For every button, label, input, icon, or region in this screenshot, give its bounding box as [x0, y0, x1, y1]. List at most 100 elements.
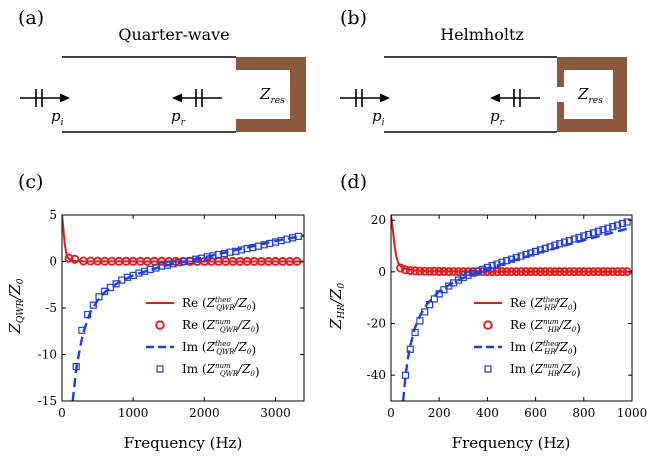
reflected-wave-arrow — [172, 89, 222, 107]
series-re-num-point — [550, 267, 560, 277]
y-tick-label: -5 — [45, 301, 57, 315]
y-axis-label: ZHR/Z0 — [327, 283, 347, 331]
series-im-num-point — [464, 271, 472, 279]
x-tick-label: 1000 — [118, 406, 149, 420]
series-re-theo-line — [62, 215, 304, 263]
legend-entry-label: Re (Ztheo QWR/Z0) — [182, 296, 256, 313]
x-tick-label: 200 — [428, 406, 451, 420]
series-re-num-point — [453, 267, 463, 277]
series-im-num-point — [512, 254, 520, 262]
series-im-num-point — [411, 328, 419, 337]
reflected-wave-arrow — [490, 89, 540, 107]
series-im-num-point — [517, 252, 525, 260]
impedance-label: Zres — [259, 85, 285, 106]
legend-entry-label: Re (Ztheo HR/Z0) — [510, 296, 577, 313]
series-im-num-point — [435, 290, 443, 298]
panel-label-d: (d) — [340, 171, 367, 193]
series-im-num-point — [546, 243, 554, 251]
series-re-num-point — [458, 267, 468, 277]
series-im-num-point — [599, 226, 607, 234]
series-re-num-point — [405, 265, 415, 275]
series-im-num-point — [498, 258, 506, 266]
chart-qwr-impedance: ZQWR/Z0 Frequency (Hz) 0 1000 2000 3000 5 0 -5… — [6, 208, 305, 452]
series-re-num-point — [439, 266, 449, 276]
legend: Re (Ztheo QWR/Z0) Re (Znum QWR/Z0) Im (Ztheo… — [140, 289, 300, 387]
plot-frame — [390, 214, 633, 402]
series-re-num-point — [588, 267, 598, 277]
series-im-num-point — [589, 229, 598, 237]
series-re-num-point — [420, 266, 430, 276]
series-im-num-point — [575, 233, 583, 242]
series-re-num-point — [511, 267, 521, 277]
x-tick-label: 0 — [387, 406, 395, 420]
legend-entry-label: Re (Znum QWR/Z0) — [182, 318, 260, 335]
series-re-num-point — [603, 267, 613, 277]
legend-entry-label: Im (Znum QWR/Z0) — [182, 362, 260, 379]
series-im-num-point — [565, 237, 573, 245]
series-im-num-point — [609, 223, 617, 231]
series-im-num-point — [459, 273, 467, 282]
series-im-num-point — [551, 241, 559, 249]
reflected-pressure-label: pr — [490, 107, 505, 128]
x-tick-label: 3000 — [260, 406, 291, 420]
legend-entry-label: Im (Znum HR/Z0) — [510, 362, 581, 379]
series-im-num-point — [531, 247, 540, 255]
series-im-num-point — [493, 260, 501, 268]
series-im-num-point — [78, 326, 86, 334]
series-re-num-point — [492, 267, 502, 277]
series-im-num-point — [604, 224, 612, 232]
series-im-num-point — [527, 249, 535, 257]
series-re-num-point — [502, 267, 512, 277]
series-im-num-point — [613, 221, 622, 229]
panel-label-b: (b) — [340, 7, 367, 29]
series-im-num-point — [95, 293, 103, 301]
series-re-num-point — [463, 267, 473, 277]
series-re-num-point — [429, 266, 439, 276]
legend-swatch-square — [484, 365, 492, 373]
series-re-num-point — [560, 267, 570, 277]
series-im-num-point — [72, 363, 80, 371]
series-im-num-point — [416, 317, 424, 325]
schematic-quarter-wave: Quarter-wave pi pr Zres — [20, 25, 306, 133]
series-im-num-point — [536, 246, 545, 254]
schematic-helmholtz: Helmholtz pi pr Zres — [340, 25, 627, 133]
series-im-num-point — [507, 255, 516, 263]
panel-label-c: (c) — [18, 171, 43, 193]
series-re-num-point — [434, 266, 444, 276]
series-re-num-point — [598, 267, 608, 277]
legend-swatch-circle — [483, 320, 493, 330]
series-im-num-point — [483, 263, 491, 271]
series-im-theo-line — [71, 234, 304, 401]
series-im-num-point — [618, 219, 627, 228]
incident-pressure-label: pi — [372, 107, 385, 128]
legend-swatch-square — [156, 365, 164, 373]
y-axis-label: ZQWR/Z0 — [6, 278, 26, 334]
series-im-num-point — [406, 345, 414, 353]
series-im-num-point — [580, 232, 588, 240]
series-im-num-point — [426, 301, 434, 309]
legend: Re (Ztheo HR/Z0) Re (Znum HR/Z0) Im (Ztheo HR… — [468, 289, 628, 387]
helmholtz-wall — [557, 57, 627, 132]
series-im-num-point — [101, 287, 109, 295]
incident-pressure-label: pi — [51, 107, 64, 128]
quarter-wave-wall — [236, 57, 306, 132]
series-re-num-point — [396, 263, 406, 273]
series-im-num-point — [112, 280, 120, 288]
legend-entry-label: Im (Ztheo HR/Z0) — [510, 340, 577, 357]
x-tick-label: 0 — [58, 406, 66, 420]
series-re-num-point — [593, 267, 603, 277]
series-im-num-point — [503, 257, 511, 265]
series-im-num-point — [623, 218, 631, 226]
y-tick-label: 20 — [371, 213, 386, 227]
x-tick-label: 2000 — [189, 406, 220, 420]
series-im-num-point — [474, 267, 482, 275]
chart-hr-impedance: ZHR/Z0 Frequency (Hz) 0 200 400 600 800 10002… — [327, 213, 647, 452]
series-im-num-point — [556, 240, 564, 248]
series-re-theo-line — [391, 215, 632, 273]
series-re-num-point — [555, 267, 565, 277]
series-im-num-point — [584, 230, 593, 238]
legend-entry-label: Re (Znum HR/Z0) — [510, 318, 581, 335]
series-im-num-point — [570, 235, 578, 243]
impedance-label: Zres — [577, 85, 603, 106]
